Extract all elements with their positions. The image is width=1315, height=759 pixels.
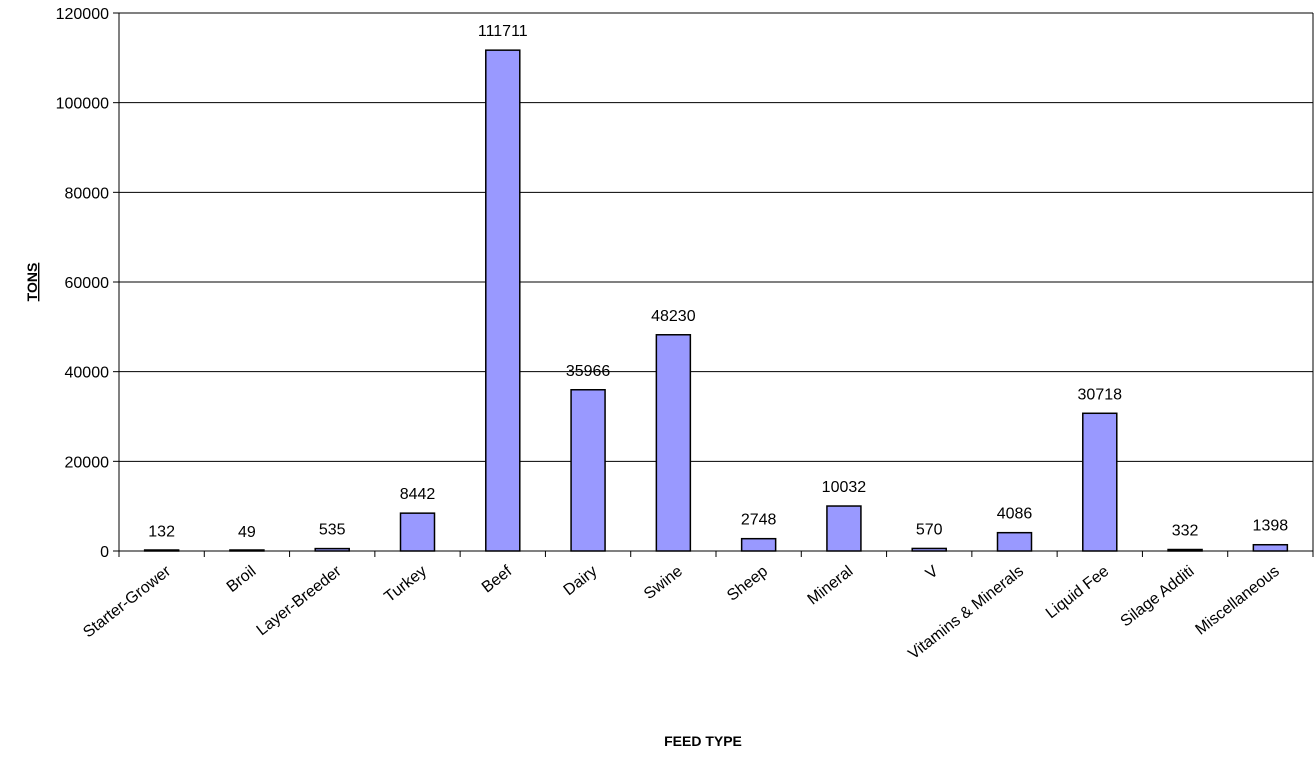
x-tick-label: Dairy bbox=[561, 563, 601, 599]
axes bbox=[113, 12, 1314, 557]
bar bbox=[399, 512, 436, 552]
x-axis-title: FEED TYPE bbox=[664, 733, 742, 749]
bar bbox=[996, 531, 1033, 552]
data-label: 30718 bbox=[1078, 386, 1123, 403]
data-label: 49 bbox=[238, 524, 256, 541]
x-tick-label: Broil bbox=[224, 563, 260, 596]
y-tick-label: 20000 bbox=[65, 454, 110, 471]
x-tick-label: Swine bbox=[641, 563, 686, 603]
y-tick-label: 40000 bbox=[65, 365, 110, 382]
x-tick-label: Vitamins & Minerals bbox=[905, 563, 1027, 663]
bar bbox=[570, 389, 606, 552]
data-label: 570 bbox=[916, 521, 943, 538]
y-tick-label: 120000 bbox=[56, 6, 109, 23]
data-label: 111711 bbox=[478, 23, 528, 40]
data-label: 2748 bbox=[741, 512, 777, 529]
x-tick-label: Liquid Fee bbox=[1043, 563, 1112, 622]
x-tick-label: Beef bbox=[479, 562, 516, 596]
data-label: 1398 bbox=[1253, 518, 1289, 535]
x-tick-label: Miscellaneous bbox=[1192, 563, 1282, 639]
y-tick-label: 80000 bbox=[65, 185, 110, 202]
x-tick-label: Turkey bbox=[381, 563, 430, 606]
bars bbox=[143, 49, 1289, 552]
x-tick-label: V bbox=[923, 563, 942, 583]
y-tick-labels: 0 20000 40000 60000 80000 100000 120000 bbox=[56, 6, 109, 561]
x-tick-label: Silage Additi bbox=[1118, 563, 1198, 631]
bar bbox=[485, 49, 521, 552]
y-tick-label: 0 bbox=[100, 544, 109, 561]
bar bbox=[1082, 412, 1118, 552]
bar bbox=[826, 505, 862, 552]
data-label: 10032 bbox=[822, 479, 867, 496]
bar bbox=[655, 334, 692, 552]
x-tick-label: Mineral bbox=[805, 563, 857, 609]
x-tick-label: Starter-Grower bbox=[80, 562, 174, 641]
y-tick-label: 100000 bbox=[56, 96, 109, 113]
bar bbox=[1252, 543, 1289, 552]
data-label: 48230 bbox=[651, 308, 696, 325]
data-labels: 132 49 535 8442 111711 35966 48230 2748 10032 570… bbox=[148, 23, 1288, 541]
x-tick-label: Sheep bbox=[724, 563, 771, 605]
bar bbox=[740, 537, 777, 552]
y-axis-title: TONS bbox=[24, 263, 40, 302]
data-label: 332 bbox=[1172, 523, 1199, 540]
y-tick-label: 60000 bbox=[65, 275, 110, 292]
data-label: 35966 bbox=[566, 363, 611, 380]
data-label: 132 bbox=[148, 523, 175, 540]
data-label: 535 bbox=[319, 522, 346, 539]
data-label: 8442 bbox=[400, 486, 436, 503]
data-label: 4086 bbox=[997, 506, 1033, 523]
x-tick-label: Layer-Breeder bbox=[254, 562, 346, 639]
gridlines bbox=[119, 12, 1313, 462]
